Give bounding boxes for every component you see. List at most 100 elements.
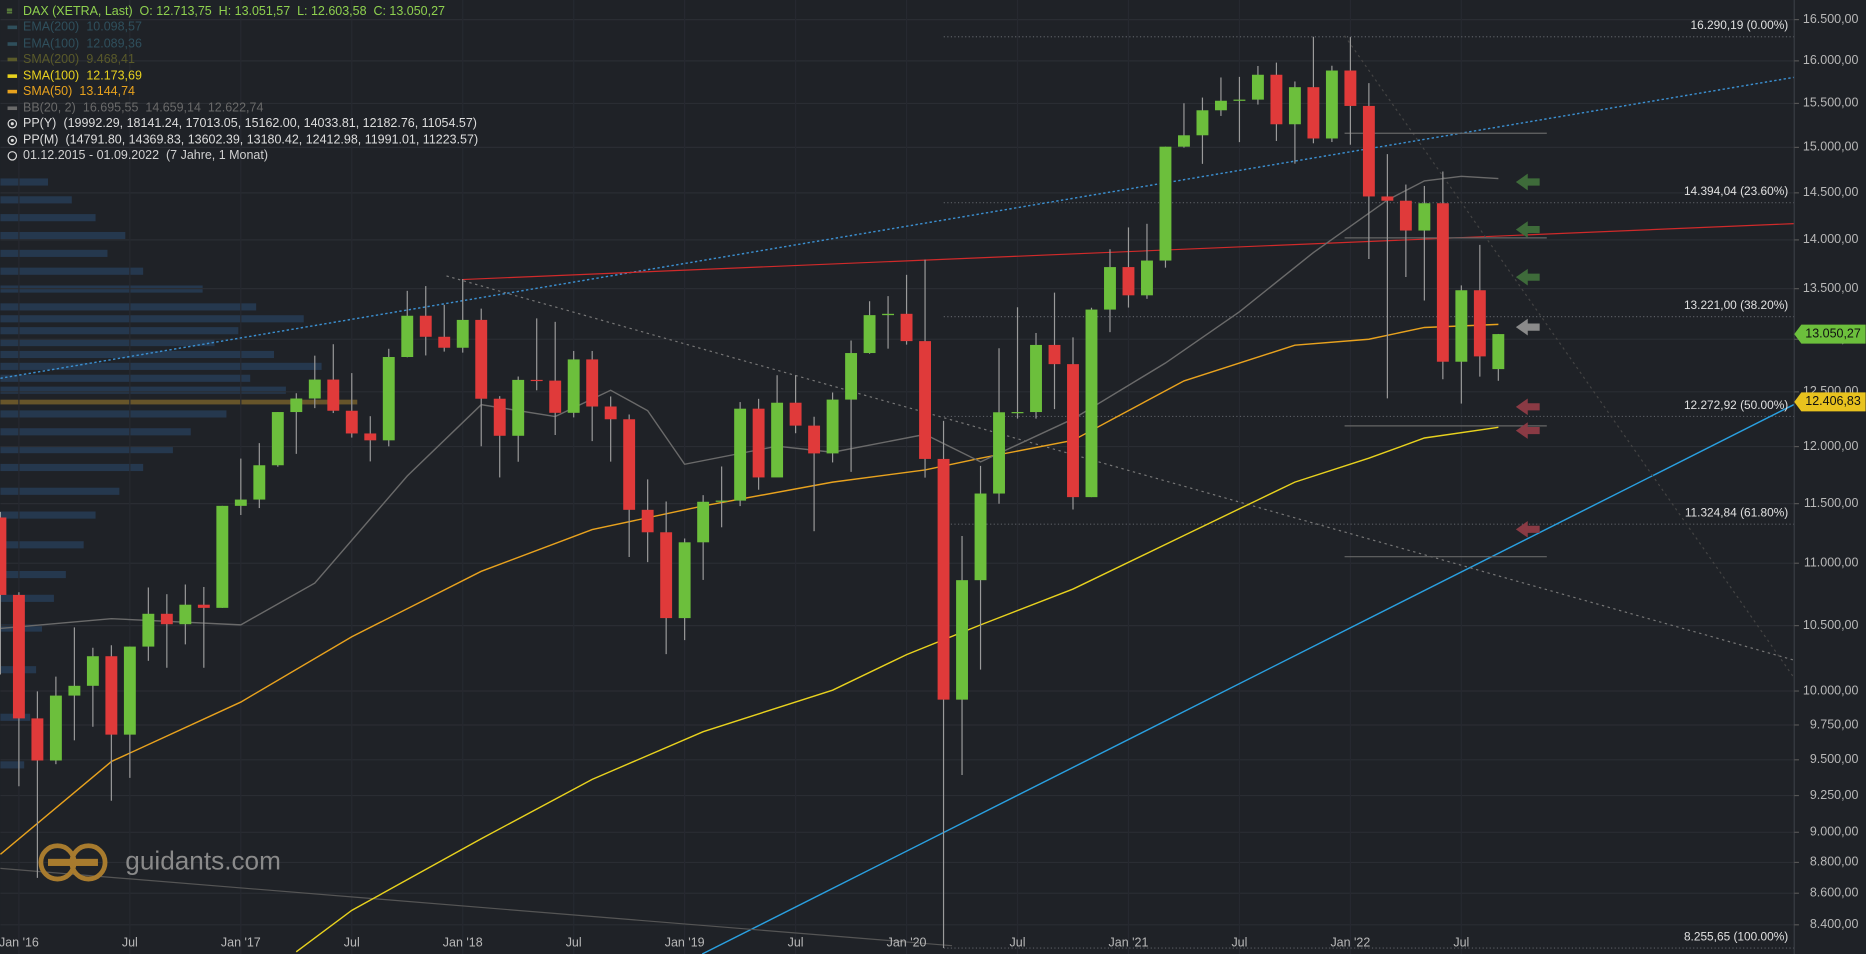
candle-body — [530, 379, 543, 382]
legend-value: 16.695,55 14.659,14 12.622,74 — [83, 101, 264, 115]
y-tick-label: 9.250,00 — [1810, 788, 1859, 802]
candle-body — [1344, 70, 1357, 106]
candle-body — [660, 532, 673, 619]
logo: guidants.com — [38, 843, 281, 882]
candle-body — [937, 458, 950, 700]
x-tick-label: Jan '16 — [0, 936, 39, 950]
legend-value: 12.089,36 — [86, 36, 142, 50]
candle-body — [419, 315, 432, 337]
legend-name: SMA(100) — [23, 68, 79, 82]
legend-value: (14791.80, 14369.83, 13602.39, 13180.42,… — [66, 133, 479, 147]
legend-swatch — [7, 74, 18, 78]
legend-swatch — [7, 25, 18, 30]
candle-body — [271, 412, 284, 466]
legend-name: PP(M) — [23, 133, 58, 147]
candle-body — [1418, 203, 1431, 231]
axes: 8.400,00 8.600,00 8.800,00 9.000,00 9.250,00… — [0, 12, 1866, 950]
legend-swatch — [7, 42, 18, 46]
candle-body — [1362, 105, 1375, 197]
legend-value: 9.468,41 — [86, 52, 135, 66]
candle-body — [1122, 267, 1135, 296]
legend-name: PP(Y) — [23, 116, 56, 130]
candle-body — [327, 379, 340, 411]
legend-swatch — [7, 57, 18, 62]
candle-body — [1214, 100, 1227, 111]
candle-body — [1104, 267, 1116, 310]
candle-body — [1178, 135, 1190, 147]
x-tick-label: Jul — [122, 936, 138, 950]
legend-icon — [7, 135, 18, 146]
candle-body — [808, 425, 821, 454]
y-tick-label: 9.500,00 — [1810, 752, 1859, 766]
candle-body — [456, 319, 469, 348]
candle-body — [1085, 309, 1098, 498]
legend-value: (19992.29, 18141.24, 17013.05, 15162.00,… — [63, 116, 477, 130]
candle-body — [234, 499, 247, 506]
candle-body — [197, 604, 210, 608]
y-tick-label: 8.400,00 — [1810, 917, 1859, 931]
x-tick-label: Jan '22 — [1330, 936, 1370, 950]
candle-body — [364, 433, 377, 441]
candle-body — [715, 500, 728, 502]
candle-body — [1011, 412, 1024, 414]
x-tick-label: Jul — [1010, 936, 1026, 950]
candle-body — [1325, 70, 1338, 139]
candle-body — [68, 685, 81, 696]
candle-body — [31, 718, 44, 761]
x-tick-label: Jul — [566, 936, 582, 950]
candle-body — [641, 509, 654, 533]
candle-body — [1492, 334, 1505, 370]
candle-body — [845, 353, 858, 400]
legend-swatch — [7, 89, 18, 94]
x-tick-label: Jul — [344, 936, 360, 950]
header: DAX (XETRA, Last) O: 12.713,75 H: 13.051… — [23, 4, 445, 18]
candle-body — [863, 315, 876, 354]
candle-body — [216, 505, 229, 608]
candle-body — [1196, 110, 1209, 136]
candle-body — [123, 646, 136, 735]
candle-body — [142, 613, 155, 647]
candle-body — [1473, 290, 1486, 357]
candle-body — [1141, 260, 1153, 296]
y-tick-label: 8.600,00 — [1810, 886, 1859, 900]
y-tick-label: 13.500,00 — [1803, 281, 1859, 295]
period: 01.12.2015 - 01.09.2022 (7 Jahre, 1 Mona… — [23, 148, 268, 162]
candle-body — [86, 656, 99, 686]
grid — [0, 19, 1795, 949]
legend-icon — [7, 118, 18, 129]
candle-body — [382, 357, 395, 441]
logo-text: guidants.com — [125, 845, 281, 875]
fib-label: 14.394,04 (23.60%) — [1684, 184, 1788, 198]
candle-body — [1159, 146, 1172, 261]
y-tick-label: 12.000,00 — [1803, 439, 1859, 453]
candle-body — [1270, 74, 1283, 125]
y-tick-label: 11.500,00 — [1804, 496, 1859, 510]
candle-body — [826, 399, 839, 454]
candle-body — [49, 695, 62, 761]
x-tick-label: Jan '17 — [221, 936, 261, 950]
legend-name: SMA(50) — [23, 84, 72, 98]
legend-name: SMA(200) — [23, 52, 79, 66]
y-tick-label: 15.500,00 — [1803, 96, 1859, 110]
candle-body — [678, 542, 691, 619]
indicator-line — [0, 323, 1499, 855]
legend-icon — [10, 138, 14, 142]
y-tick-label: 14.000,00 — [1803, 232, 1859, 246]
x-tick-label: Jul — [788, 936, 804, 950]
candle-body — [1067, 364, 1079, 498]
candle-body — [1048, 344, 1061, 365]
candle-body — [512, 379, 525, 436]
y-tick-label: 8.800,00 — [1810, 855, 1859, 869]
candle-body — [697, 501, 710, 543]
x-tick-label: Jan '21 — [1109, 936, 1149, 950]
candle-body — [1251, 74, 1264, 100]
candle-body — [345, 410, 358, 434]
candle-body — [734, 408, 747, 501]
candle-body — [253, 465, 266, 500]
legend-swatch — [7, 106, 18, 111]
legend-name: EMA(100) — [23, 36, 79, 50]
x-tick-label: Jul — [1453, 936, 1469, 950]
clock-icon — [7, 151, 18, 161]
candle-body — [993, 412, 1005, 494]
candle-body — [160, 613, 173, 625]
